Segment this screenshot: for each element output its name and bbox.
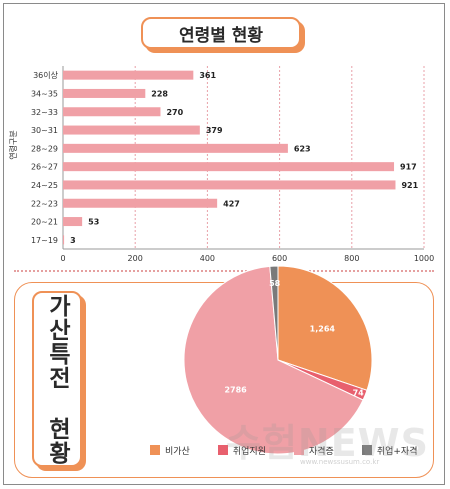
watermark-url: www.newssusum.co.kr xyxy=(300,458,380,466)
legend-item: 취업+자격 xyxy=(361,442,418,458)
section-divider xyxy=(14,270,434,272)
category-label: 22~23 xyxy=(31,199,58,208)
category-label: 28~29 xyxy=(31,144,58,153)
x-tick-label: 1000 xyxy=(414,254,434,263)
bar xyxy=(63,70,194,80)
legend-swatch xyxy=(293,445,304,455)
bar xyxy=(63,198,218,208)
bar-value-label: 379 xyxy=(206,126,223,135)
age-chart-title: 연령별 현황 xyxy=(141,17,301,49)
category-label: 36이상 xyxy=(33,70,59,80)
bar-value-label: 53 xyxy=(88,218,99,227)
legend-swatch xyxy=(217,445,228,455)
category-label: 24~25 xyxy=(31,181,58,190)
y-axis-label: 연령구분 xyxy=(9,130,18,159)
bar-value-label: 228 xyxy=(151,89,168,98)
x-tick-label: 800 xyxy=(344,254,359,263)
legend-item: 비가산 xyxy=(150,442,190,458)
bar xyxy=(63,88,146,98)
pie-slice-label: 1,264 xyxy=(310,324,336,333)
bar-value-label: 917 xyxy=(400,163,417,172)
category-label: 26~27 xyxy=(31,163,58,172)
x-tick-label: 400 xyxy=(200,254,215,263)
legend-label: 취업+자격 xyxy=(376,446,418,457)
bar xyxy=(63,143,288,153)
legend-item: 자격증 xyxy=(293,442,334,458)
age-chart-title-text: 연령별 현황 xyxy=(178,25,264,46)
age-bar-chart: 36이상 34~35 32~33 30~31 28~29 26~27 24~25 22~23 2… xyxy=(9,66,434,263)
legend-label: 비가산 xyxy=(165,446,190,457)
pie-slice xyxy=(277,265,373,391)
bar xyxy=(63,162,395,172)
watermark-brand: 수험NEWS xyxy=(226,421,429,465)
x-tick-label: 200 xyxy=(128,254,143,263)
category-label: 30~31 xyxy=(31,126,58,135)
category-label: 20~21 xyxy=(31,218,58,227)
category-label: 34~35 xyxy=(31,89,58,98)
legend-swatch xyxy=(150,445,160,455)
bar xyxy=(63,107,161,117)
x-tick-label: 600 xyxy=(272,254,287,263)
pie-slice-label: 58 xyxy=(269,279,281,288)
watermark-url-container: www.newssusum.co.kr xyxy=(300,458,379,466)
pie-slice-label: 74 xyxy=(353,388,365,397)
legend-item: 취업지원 xyxy=(217,442,266,458)
bar xyxy=(63,217,83,227)
category-label: 32~33 xyxy=(31,108,58,117)
bonus-chart-title: 가산특전 현황 xyxy=(32,291,82,467)
legend-swatch xyxy=(361,445,372,455)
legend-label: 자격증 xyxy=(308,446,334,457)
bar-value-label: 3 xyxy=(70,236,76,245)
pie-slice xyxy=(269,265,279,361)
bar xyxy=(63,125,200,135)
bar-value-label: 361 xyxy=(199,71,216,80)
legend-label: 취업지원 xyxy=(232,446,266,457)
bonus-chart-title-text: 가산특전 현황 xyxy=(44,293,70,465)
pie-legend: 비가산 취업지원 자격증 취업+자격 xyxy=(150,442,417,458)
bar xyxy=(63,235,65,245)
bar-value-label: 270 xyxy=(166,108,183,117)
x-tick-label: 0 xyxy=(60,254,65,263)
bar xyxy=(63,180,396,190)
pie-slice xyxy=(183,265,364,455)
bar-value-label: 921 xyxy=(401,181,418,190)
pie-slice-label: 2786 xyxy=(224,386,247,395)
bar-value-label: 623 xyxy=(294,144,311,153)
bar-value-label: 427 xyxy=(223,199,240,208)
category-label: 17~19 xyxy=(31,236,58,245)
watermark-logo: 수험NEWS xyxy=(226,412,429,467)
